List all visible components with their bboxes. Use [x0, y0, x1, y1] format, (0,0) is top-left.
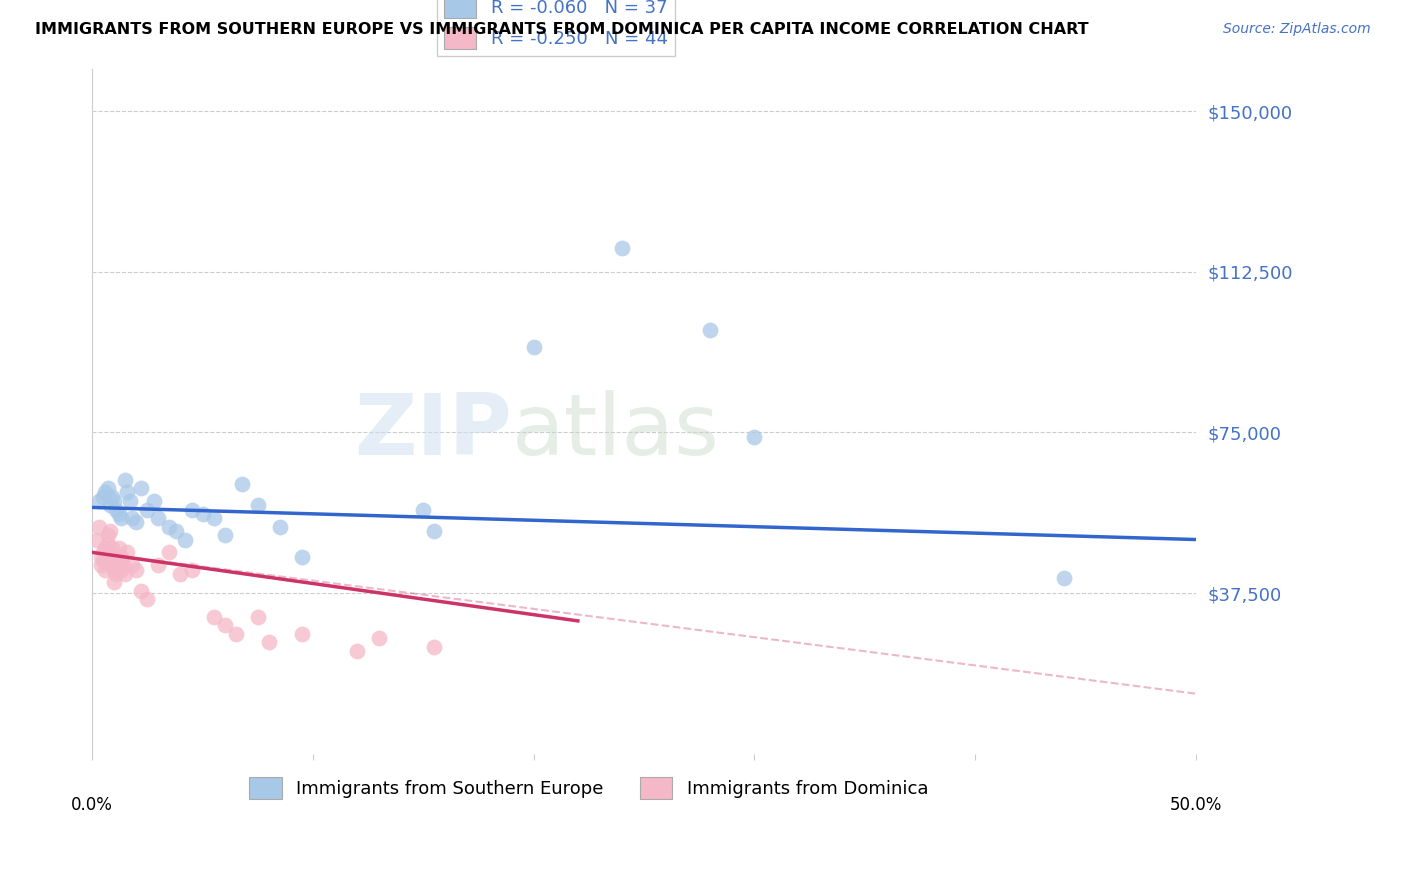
Point [90, 558, 112, 573]
Point [107, 558, 129, 573]
Point [110, 562, 132, 576]
Point [87, 494, 110, 508]
Text: Source: ZipAtlas.com: Source: ZipAtlas.com [1223, 22, 1371, 37]
Point [117, 545, 139, 559]
Point [118, 494, 141, 508]
Point [159, 519, 181, 533]
Point [169, 566, 191, 581]
Point [103, 549, 125, 564]
Point [159, 545, 181, 559]
Point [101, 490, 124, 504]
Point [91, 545, 114, 559]
Point [423, 640, 446, 654]
Point [191, 507, 214, 521]
Point [107, 507, 129, 521]
Point [107, 541, 129, 555]
Point [744, 430, 766, 444]
Point [699, 323, 721, 337]
Point [98, 498, 121, 512]
Point [231, 476, 253, 491]
Point [291, 626, 314, 640]
Point [136, 502, 159, 516]
Point [87, 519, 110, 533]
Point [94, 562, 117, 576]
Point [86, 533, 108, 547]
Point [121, 511, 143, 525]
Point [202, 609, 225, 624]
Point [90, 549, 112, 564]
Point [148, 558, 170, 573]
Point [97, 481, 120, 495]
Point [180, 502, 202, 516]
Text: 50.0%: 50.0% [1170, 797, 1222, 814]
Text: ZIP: ZIP [354, 390, 512, 473]
Text: 0.0%: 0.0% [72, 797, 112, 814]
Point [225, 626, 247, 640]
Point [202, 511, 225, 525]
Point [174, 533, 197, 547]
Point [91, 490, 114, 504]
Point [368, 631, 391, 645]
Point [412, 502, 434, 516]
Point [129, 583, 152, 598]
Point [523, 340, 546, 354]
Point [214, 528, 236, 542]
Point [291, 549, 314, 564]
Point [423, 524, 446, 538]
Point [114, 473, 136, 487]
Point [269, 519, 291, 533]
Point [136, 592, 159, 607]
Point [110, 549, 132, 564]
Point [105, 566, 128, 581]
Point [94, 541, 117, 555]
Point [110, 511, 132, 525]
Point [112, 558, 135, 573]
Point [94, 485, 117, 500]
Point [1052, 571, 1074, 585]
Point [257, 635, 280, 649]
Point [98, 554, 121, 568]
Point [125, 562, 148, 576]
Point [103, 562, 125, 576]
Point [610, 241, 633, 255]
Point [214, 618, 236, 632]
Point [103, 494, 125, 508]
Point [180, 562, 202, 576]
Text: atlas: atlas [512, 390, 720, 473]
Point [101, 541, 124, 555]
Point [129, 481, 152, 495]
Point [125, 516, 148, 530]
Legend: Immigrants from Southern Europe, Immigrants from Dominica: Immigrants from Southern Europe, Immigra… [242, 770, 935, 806]
Point [98, 524, 121, 538]
Point [346, 644, 368, 658]
Point [101, 558, 124, 573]
Point [117, 485, 139, 500]
Point [114, 566, 136, 581]
Point [246, 609, 269, 624]
Point [246, 498, 269, 512]
Point [103, 575, 125, 590]
Point [105, 554, 128, 568]
Point [148, 511, 170, 525]
Point [165, 524, 187, 538]
Point [97, 528, 120, 542]
Point [91, 554, 114, 568]
Point [105, 502, 128, 516]
Point [97, 537, 120, 551]
Point [121, 558, 143, 573]
Point [143, 494, 166, 508]
Text: IMMIGRANTS FROM SOUTHERN EUROPE VS IMMIGRANTS FROM DOMINICA PER CAPITA INCOME CO: IMMIGRANTS FROM SOUTHERN EUROPE VS IMMIG… [35, 22, 1088, 37]
Point [97, 545, 120, 559]
